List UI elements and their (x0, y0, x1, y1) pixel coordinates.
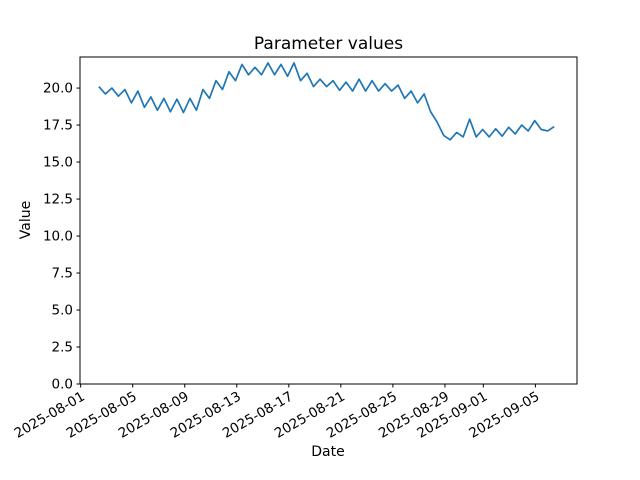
y-axis-label: Value (18, 200, 34, 240)
y-tick-label: 5.0 (52, 303, 73, 319)
y-axis-ticks: 0.0 2.5 5.0 7.5 10.0 12.5 15.0 17.5 20.0 (43, 81, 80, 393)
y-tick-label: 12.5 (43, 192, 73, 208)
y-tick-label: 2.5 (52, 340, 73, 356)
chart-title: Parameter values (253, 34, 404, 54)
y-tick-label: 10.0 (43, 229, 73, 245)
y-tick-label: 0.0 (52, 377, 73, 393)
x-axis-label: Date (311, 444, 345, 460)
y-tick-label: 7.5 (52, 266, 73, 282)
y-tick-label: 17.5 (43, 118, 73, 134)
y-tick-label: 20.0 (43, 81, 73, 97)
x-axis-ticks: 2025-08-012025-08-052025-08-092025-08-13… (12, 384, 542, 442)
y-tick-label: 15.0 (43, 155, 73, 171)
plot-border (79, 56, 578, 385)
data-line (98, 62, 555, 141)
